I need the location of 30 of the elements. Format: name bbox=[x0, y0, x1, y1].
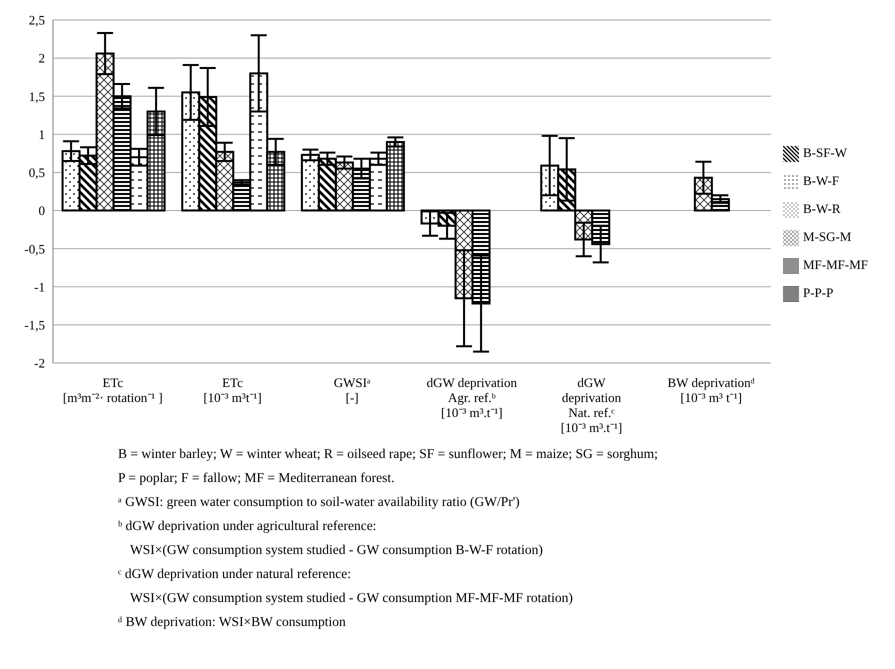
y-tick-label: 1 bbox=[38, 126, 45, 142]
legend-label: P-P-P bbox=[802, 285, 834, 300]
text: ᵇ dGW deprivation under agricultural reference: bbox=[118, 517, 378, 535]
legend-label: B-SF-W bbox=[802, 145, 848, 160]
legend-label: B-W-R bbox=[802, 201, 841, 216]
legend-label: MF-MF-MF bbox=[802, 257, 868, 272]
x-tick-label: dGW deprivation Nat. ref.ᶜ [10⁻³ m³.t⁻¹] bbox=[560, 375, 622, 435]
text: B = winter barley; W = winter wheat; R = oilseed rape; SF = sunflower; M = maize; SG = sorghum; bbox=[118, 445, 659, 463]
text: P = poplar; F = fallow; MF = Mediterranean forest. bbox=[118, 469, 396, 487]
y-tick-label: -0,5 bbox=[24, 241, 45, 256]
text: WSI×(GW consumption system studied - GW consumption B-W-F rotation) bbox=[129, 541, 544, 559]
y-tick-label: -1,5 bbox=[24, 318, 45, 333]
y-tick-label: 2 bbox=[38, 50, 45, 66]
legend-label: B-W-F bbox=[802, 173, 840, 188]
text: ᵈ BW deprivation: WSI×BW consumption bbox=[118, 613, 347, 631]
y-tick-label: -2 bbox=[34, 356, 45, 371]
y-tick-label: 0,5 bbox=[28, 165, 45, 180]
x-tick-label: GWSIᵃ [-] bbox=[334, 375, 371, 405]
x-tick-label: ETc [m³m⁻²· rotation⁻¹ ] bbox=[62, 375, 163, 405]
y-tick-label: -1 bbox=[34, 279, 45, 294]
legend-label: M-SG-M bbox=[802, 229, 852, 244]
text: WSI×(GW consumption system studied - GW consumption MF-MF-MF rotation) bbox=[129, 589, 574, 607]
x-tick-label: BW deprivationᵈ [10⁻³ m³ t⁻¹] bbox=[668, 375, 755, 405]
x-tick-label: dGW deprivation Agr. ref.ᵇ [10⁻³ m³.t⁻¹] bbox=[426, 375, 518, 420]
y-tick-label: 0 bbox=[38, 203, 45, 218]
text: ᶜ dGW deprivation under natural reference: bbox=[118, 565, 352, 583]
text: ᵃ GWSI: green water consumption to soil-water availability ratio (GW/Pr') bbox=[118, 493, 521, 511]
x-tick-label: ETc [10⁻³ m³t⁻¹] bbox=[203, 375, 262, 405]
y-tick-label: 1,5 bbox=[28, 88, 45, 104]
y-tick-label: 2,5 bbox=[28, 12, 45, 28]
